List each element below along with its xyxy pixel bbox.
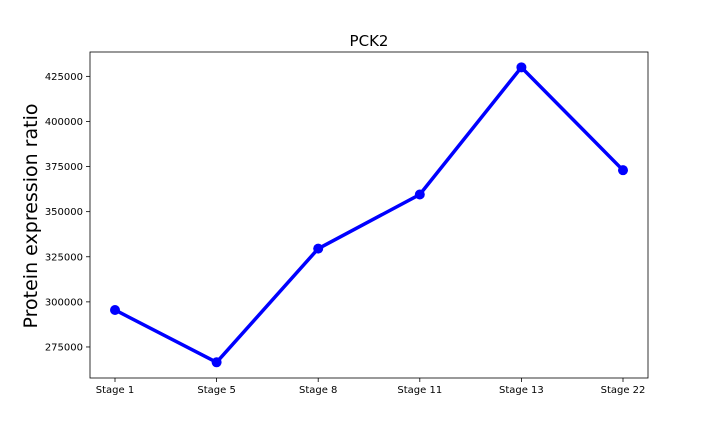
x-tick-label: Stage 22 xyxy=(601,385,646,396)
x-tick-label: Stage 11 xyxy=(397,385,442,396)
plot-frame xyxy=(89,51,649,379)
x-tick-label: Stage 8 xyxy=(299,385,337,396)
x-tick-label: Stage 13 xyxy=(499,385,544,396)
chart-title: PCK2 xyxy=(350,32,389,50)
y-tick-label: 400000 xyxy=(45,117,83,128)
series-line xyxy=(114,64,625,365)
data-point xyxy=(618,165,628,176)
x-tick-label: Stage 1 xyxy=(96,385,134,396)
y-tick-label: 375000 xyxy=(45,162,83,173)
data-point xyxy=(211,357,222,368)
data-point xyxy=(313,243,324,254)
plot-area: 275000 300000 325000 350000 375000 400000 4250… xyxy=(45,51,649,396)
y-axis-label: Protein expression ratio xyxy=(20,104,42,329)
y-tick-label: 425000 xyxy=(45,72,83,83)
y-tick-label: 300000 xyxy=(45,297,83,308)
y-tick-label: 325000 xyxy=(45,252,83,263)
data-point xyxy=(414,189,425,200)
y-tick-label: 275000 xyxy=(45,342,83,353)
y-tick-label: 350000 xyxy=(45,207,83,218)
x-tick-label: Stage 5 xyxy=(197,385,235,396)
data-point xyxy=(516,62,527,73)
data-point xyxy=(110,304,120,315)
